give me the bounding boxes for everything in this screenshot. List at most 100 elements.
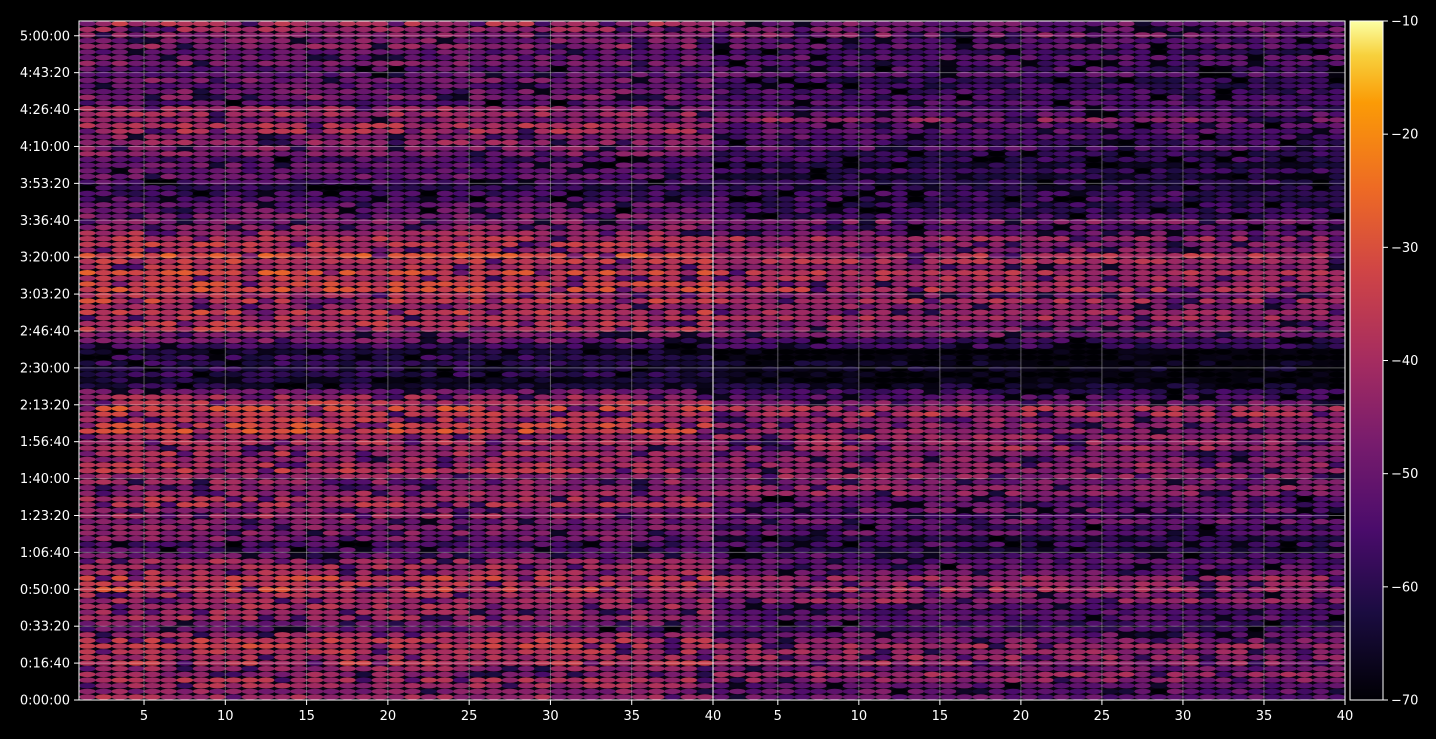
heatmap-cell [306, 83, 324, 89]
heatmap-cell [95, 320, 112, 327]
heatmap-cell [501, 134, 519, 140]
heatmap-cell [420, 128, 438, 134]
heatmap-cell [501, 122, 519, 129]
heatmap-cell [696, 275, 714, 281]
heatmap-cell [436, 626, 454, 632]
heatmap-cell [469, 309, 486, 315]
heatmap-cell [95, 439, 112, 446]
heatmap-cell [371, 32, 389, 38]
heatmap-cell [127, 43, 145, 49]
heatmap-cell [209, 270, 226, 276]
heatmap-cell [79, 122, 96, 129]
heatmap-cell [615, 156, 633, 163]
heatmap-cell [322, 162, 340, 168]
heatmap-cell [680, 643, 698, 649]
heatmap-cell [404, 354, 421, 361]
heatmap-cell [209, 88, 226, 95]
heatmap-cell [160, 71, 177, 78]
heatmap-cell [371, 671, 389, 678]
heatmap-cell [241, 513, 259, 519]
heatmap-cell [225, 54, 242, 61]
heatmap-cell [160, 49, 177, 55]
heatmap-cell [241, 298, 259, 304]
heatmap-cell [615, 173, 633, 180]
heatmap-cell [469, 264, 486, 270]
heatmap-cell [144, 298, 161, 304]
heatmap-cell [452, 309, 470, 315]
heatmap-cell [615, 535, 633, 542]
heatmap-cell [517, 54, 535, 61]
heatmap-cell [582, 309, 600, 315]
heatmap-cell [631, 434, 649, 440]
heatmap-cell [420, 83, 438, 89]
heatmap-cell [631, 139, 649, 146]
heatmap-cell [1004, 688, 1022, 695]
heatmap-cell [290, 666, 307, 672]
heatmap-cell [79, 456, 96, 463]
heatmap-cell [95, 507, 112, 513]
heatmap-cell [209, 354, 226, 361]
heatmap-cell [387, 26, 405, 33]
heatmap-cell [501, 518, 519, 525]
heatmap-cell [160, 637, 177, 644]
heatmap-cell [648, 660, 665, 666]
heatmap-cell [469, 371, 486, 378]
heatmap-cell [534, 139, 551, 146]
heatmap-cell [371, 620, 389, 627]
heatmap-cell [306, 575, 324, 581]
heatmap-cell [127, 422, 145, 429]
heatmap-cell [322, 671, 340, 678]
heatmap-cell [501, 32, 519, 38]
heatmap-cell [452, 202, 470, 208]
heatmap-cell [387, 654, 405, 661]
heatmap-cell [631, 32, 649, 38]
heatmap-cell [680, 343, 698, 349]
heatmap-cell [550, 400, 568, 406]
heatmap-cell [664, 518, 681, 525]
heatmap-cell [599, 253, 616, 259]
heatmap-cell [387, 354, 405, 361]
heatmap-cell [306, 468, 324, 474]
heatmap-cell [241, 388, 259, 395]
heatmap-cell [1166, 677, 1184, 683]
heatmap-cell [566, 38, 584, 44]
heatmap-cell [79, 598, 96, 604]
heatmap-cell [631, 637, 649, 644]
heatmap-cell [534, 620, 551, 627]
heatmap-cell [306, 111, 324, 117]
heatmap-cell [615, 168, 633, 174]
heatmap-cell [599, 326, 616, 332]
heatmap-cell [241, 479, 259, 485]
heatmap-cell [404, 592, 421, 598]
heatmap-cell [111, 168, 129, 174]
heatmap-cell [160, 388, 177, 395]
heatmap-cell [79, 654, 96, 661]
heatmap-cell [664, 236, 681, 242]
heatmap-cell [371, 518, 389, 525]
heatmap-cell [144, 264, 161, 270]
heatmap-cell [322, 558, 340, 564]
heatmap-cell [339, 394, 356, 400]
heatmap-cell [582, 586, 600, 593]
heatmap-cell [452, 94, 470, 100]
heatmap-cell [501, 236, 519, 242]
heatmap-cell [501, 94, 519, 100]
heatmap-cell [696, 462, 714, 468]
heatmap-cell [144, 660, 161, 666]
heatmap-cell [648, 445, 665, 451]
heatmap-cell [257, 185, 275, 191]
heatmap-cell [534, 405, 551, 412]
heatmap-cell [209, 496, 226, 502]
heatmap-cell [599, 666, 616, 672]
heatmap-cell [111, 377, 129, 383]
heatmap-cell [322, 524, 340, 530]
heatmap-cell [664, 428, 681, 434]
heatmap-cell [274, 626, 291, 632]
heatmap-cell [339, 270, 356, 276]
heatmap-cell [469, 230, 486, 236]
heatmap-cell [387, 162, 405, 168]
heatmap-cell [111, 190, 129, 197]
heatmap-cell [469, 134, 486, 140]
heatmap-cell [371, 479, 389, 485]
heatmap-cell [566, 77, 584, 83]
